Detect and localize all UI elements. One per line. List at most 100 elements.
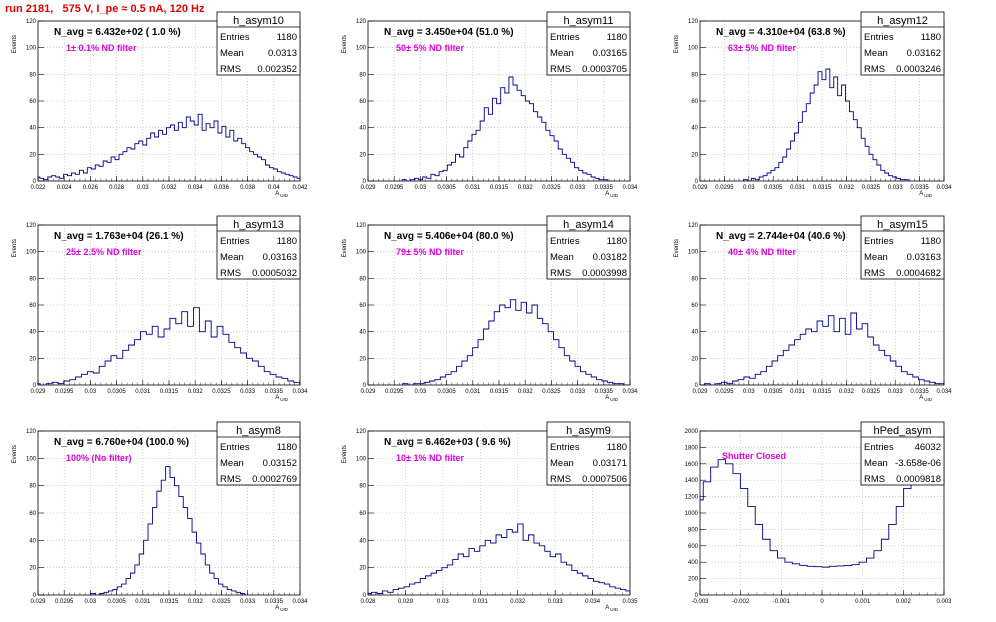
- x-tick-label: -0.003: [691, 599, 709, 605]
- stats-label: Entries: [220, 236, 250, 247]
- y-tick-label: 120: [688, 19, 699, 25]
- y-tick-label: 0: [33, 383, 37, 389]
- x-tick-label: 0.0305: [764, 389, 783, 395]
- x-tick-label: 0.03: [85, 599, 97, 605]
- y-tick-label: 0: [33, 593, 37, 599]
- x-tick-label: 0.0295: [385, 389, 404, 395]
- stats-title: h_asym8: [236, 425, 281, 437]
- y-tick-label: 60: [29, 99, 36, 105]
- stats-label: Mean: [550, 458, 574, 469]
- x-tick-label: 0.0315: [813, 185, 832, 191]
- x-tick-label: 0.031: [790, 389, 806, 395]
- stats-label: Mean: [864, 458, 888, 469]
- x-tick-label: 0.0325: [212, 599, 231, 605]
- stats-label: RMS: [220, 268, 241, 279]
- y-tick-label: 400: [688, 560, 699, 566]
- stats-title: h_asym15: [877, 219, 928, 231]
- x-tick-label: 0.024: [57, 185, 73, 191]
- x-tick-label: 0.028: [360, 599, 376, 605]
- histogram-series: [90, 466, 250, 595]
- x-axis-label: AUID: [605, 191, 619, 198]
- x-tick-label: 0.033: [240, 599, 256, 605]
- y-tick-label: 100: [356, 250, 367, 256]
- stats-box: [860, 215, 945, 280]
- x-axis-label: AUID: [919, 191, 933, 198]
- y-tick-label: 80: [359, 484, 366, 490]
- y-tick-label: 20: [29, 152, 36, 158]
- stats-label: Entries: [550, 442, 580, 453]
- y-tick-label: 100: [688, 250, 699, 256]
- x-axis-label: AUID: [605, 395, 619, 402]
- x-tick-label: 0.0335: [595, 389, 614, 395]
- x-tick-label: 0.034: [622, 185, 638, 191]
- y-tick-label: 2000: [685, 429, 699, 435]
- x-tick-label: 0.03: [137, 185, 149, 191]
- y-tick-label: 1800: [685, 445, 699, 451]
- histogram-series: [38, 307, 300, 385]
- y-tick-label: 40: [691, 330, 698, 336]
- x-tick-label: 0.0295: [715, 185, 734, 191]
- x-tick-label: 0.031: [135, 389, 151, 395]
- x-tick-label: 0.029: [692, 185, 708, 191]
- stats-value: 0.03162: [907, 48, 941, 59]
- stats-value: 1180: [607, 32, 627, 43]
- x-tick-label: 0.0335: [910, 185, 929, 191]
- stats-label: Entries: [550, 32, 580, 43]
- stats-box: [216, 11, 301, 76]
- filter-label: 25± 2.5% ND filter: [66, 247, 142, 257]
- x-tick-label: 0.029: [398, 599, 414, 605]
- stats-value: 1180: [277, 442, 297, 453]
- x-tick-label: 0.038: [240, 185, 256, 191]
- y-tick-label: 40: [359, 126, 366, 132]
- y-tick-label: 120: [688, 223, 699, 229]
- navg-label: N_avg = 2.744e+04 (40.6 %): [716, 231, 846, 242]
- x-tick-label: -0.001: [773, 599, 791, 605]
- stats-box: [860, 421, 945, 486]
- stats-value: 0.03171: [593, 458, 627, 469]
- x-tick-label: 0.0315: [160, 599, 179, 605]
- y-tick-label: 800: [688, 527, 699, 533]
- filter-label: 63± 5% ND filter: [728, 43, 796, 53]
- x-tick-label: 0.034: [292, 599, 308, 605]
- stats-value: 0.0004682: [896, 268, 941, 279]
- x-tick-label: 0.033: [888, 389, 904, 395]
- x-tick-label: 0.0295: [55, 599, 74, 605]
- x-tick-label: 0.032: [839, 185, 855, 191]
- filter-label: 1± 0.1% ND filter: [66, 43, 137, 53]
- stats-value: 1180: [277, 236, 297, 247]
- y-axis-label: Events: [12, 445, 18, 463]
- stats-label: Entries: [864, 236, 894, 247]
- stats-value: 0.0005032: [252, 268, 297, 279]
- histogram-series: [743, 68, 913, 181]
- y-axis-label: Events: [342, 445, 348, 463]
- stats-title: h_asym11: [564, 15, 614, 27]
- x-tick-label: 0.0315: [160, 389, 179, 395]
- x-tick-label: 0.0305: [107, 389, 126, 395]
- stats-label: Entries: [220, 442, 250, 453]
- y-axis-label: Events: [12, 35, 18, 53]
- y-tick-label: 1400: [685, 478, 699, 484]
- y-tick-label: 120: [26, 19, 37, 25]
- y-tick-label: 100: [26, 250, 37, 256]
- x-tick-label: 0.032: [518, 389, 534, 395]
- x-tick-label: 0.0315: [490, 185, 509, 191]
- x-tick-label: 0.002: [896, 599, 912, 605]
- histogram-panel: 0.022 0.024 0.026 0.028 0.03 0.032 0.034 0.036 0…: [12, 11, 308, 198]
- y-tick-label: 80: [359, 276, 366, 282]
- histogram-panel: 0.029 0.0295 0.03 0.0305 0.031 0.0315 0.032 0.0…: [674, 215, 952, 402]
- x-tick-label: 0.0335: [265, 599, 284, 605]
- x-tick-label: 0.033: [240, 389, 256, 395]
- stats-value: -3.658e-06: [895, 458, 941, 469]
- y-tick-label: 20: [359, 356, 366, 362]
- stats-value: 1180: [921, 32, 941, 43]
- stats-value: 0.03165: [593, 48, 627, 59]
- stats-label: Mean: [864, 252, 888, 263]
- x-tick-label: 0: [820, 599, 824, 605]
- stats-label: RMS: [864, 474, 885, 485]
- stats-value: 0.03163: [263, 252, 297, 263]
- stats-title: h_asym10: [233, 15, 284, 27]
- stats-value: 1180: [277, 32, 297, 43]
- x-tick-label: 0.029: [692, 389, 708, 395]
- x-tick-label: 0.0305: [437, 389, 456, 395]
- stats-label: Entries: [550, 236, 580, 247]
